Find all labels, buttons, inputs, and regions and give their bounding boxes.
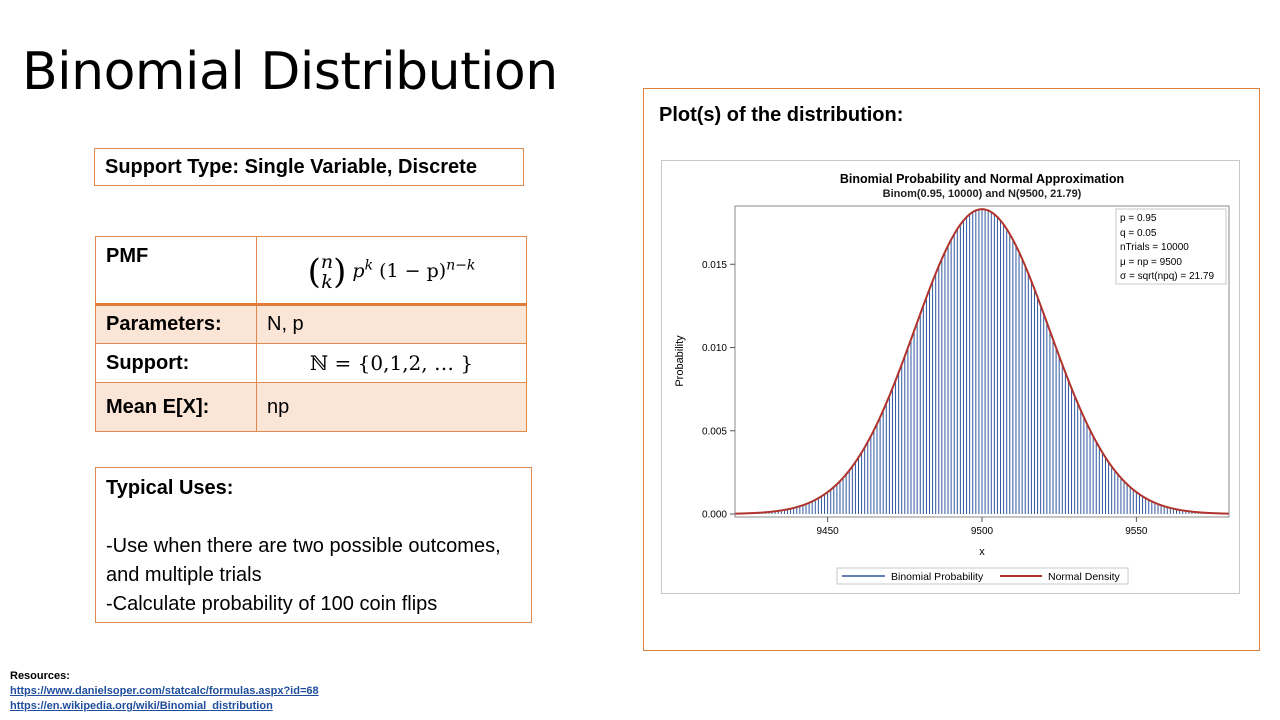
support-label: Support: xyxy=(95,343,257,383)
support-type-box: Support Type: Single Variable, Discrete xyxy=(94,148,524,186)
inset-line-2: q = 0.05 xyxy=(1120,228,1157,239)
mean-row: Mean E[X]: np xyxy=(95,382,527,432)
support-row: Support: ℕ = {0,1,2, … } xyxy=(95,343,527,383)
resources: Resources: https://www.danielsoper.com/s… xyxy=(10,669,319,714)
x-ticks: 9450 9500 9550 xyxy=(817,517,1148,537)
plot-heading: Plot(s) of the distribution: xyxy=(659,104,904,126)
mean-label: Mean E[X]: xyxy=(95,382,257,432)
parameters-value: N, p xyxy=(256,304,527,344)
y-tick-label: 0.005 xyxy=(702,426,727,437)
binomial-chart: Binomial Probability and Normal Approxim… xyxy=(674,172,1230,585)
properties-table: PMF (n k) pk (1 − p)n−k Parameters: N, p … xyxy=(95,236,527,432)
typical-uses-title: Typical Uses: xyxy=(106,477,234,499)
normal-curve-group xyxy=(734,208,1230,515)
legend-box xyxy=(836,567,1129,585)
y-tick-label: 0.015 xyxy=(702,260,727,271)
inset-line-3: nTrials = 10000 xyxy=(1120,242,1189,253)
chart-legend: Binomial Probability Normal Density xyxy=(836,567,1129,585)
legend-normal-label: Normal Density xyxy=(1048,571,1121,583)
pmf-nk-exponent: n−k xyxy=(446,257,476,274)
binom-open-paren: ( xyxy=(307,252,321,292)
support-value: ℕ = {0,1,2, … } xyxy=(256,343,527,383)
pmf-row: PMF (n k) pk (1 − p)n−k xyxy=(95,236,527,306)
inset-line-4: μ = np = 9500 xyxy=(1120,257,1182,268)
normal-density-curve xyxy=(734,208,1230,515)
y-tick-label: 0.000 xyxy=(702,510,727,521)
y-axis-label: Probability xyxy=(674,335,686,387)
chart-title: Binomial Probability and Normal Approxim… xyxy=(840,172,1124,186)
legend-binomial-label: Binomial Probability xyxy=(891,571,984,583)
stats-inset-box xyxy=(1115,208,1227,285)
inset-line-5: σ = sqrt(npq) = 21.79 xyxy=(1120,271,1214,282)
stats-inset: p = 0.95 q = 0.05 nTrials = 10000 μ = np… xyxy=(1115,208,1227,285)
x-tick-label: 9450 xyxy=(817,526,840,537)
x-tick-label: 9500 xyxy=(971,526,994,537)
resources-label: Resources: xyxy=(10,670,70,682)
chart-subtitle: Binom(0.95, 10000) and N(9500, 21.79) xyxy=(883,188,1082,200)
y-ticks: 0.000 0.005 0.010 0.015 xyxy=(702,260,735,521)
binom-top: n xyxy=(320,251,334,273)
pmf-label: PMF xyxy=(95,236,257,306)
typical-use-1: -Use when there are two possible outcome… xyxy=(106,535,501,586)
parameters-label: Parameters: xyxy=(95,304,257,344)
pmf-one-minus-p: (1 − p) xyxy=(379,260,447,282)
binomial-bars xyxy=(734,209,1230,514)
pmf-p: p xyxy=(352,260,365,282)
binom-bottom: k xyxy=(321,271,333,293)
pmf-k-exponent: k xyxy=(364,257,374,274)
pmf-formula: (n k) pk (1 − p)n−k xyxy=(256,236,527,306)
inset-line-1: p = 0.95 xyxy=(1120,213,1157,224)
x-axis-label: x xyxy=(979,546,985,558)
mean-value: np xyxy=(256,382,527,432)
typical-uses-box: Typical Uses: -Use when there are two po… xyxy=(95,467,532,623)
resource-link-1[interactable]: https://www.danielsoper.com/statcalc/for… xyxy=(10,685,319,697)
slide-title: Binomial Distribution xyxy=(22,42,558,102)
y-tick-label: 0.010 xyxy=(702,343,727,354)
x-tick-label: 9550 xyxy=(1125,526,1148,537)
parameters-row: Parameters: N, p xyxy=(95,304,527,344)
resource-link-2[interactable]: https://en.wikipedia.org/wiki/Binomial_d… xyxy=(10,700,273,712)
plot-frame xyxy=(643,88,1260,651)
typical-use-2: -Calculate probability of 100 coin flips xyxy=(106,593,438,615)
binom-close-paren: ) xyxy=(333,252,347,292)
chart-container: Binomial Probability and Normal Approxim… xyxy=(661,160,1240,594)
